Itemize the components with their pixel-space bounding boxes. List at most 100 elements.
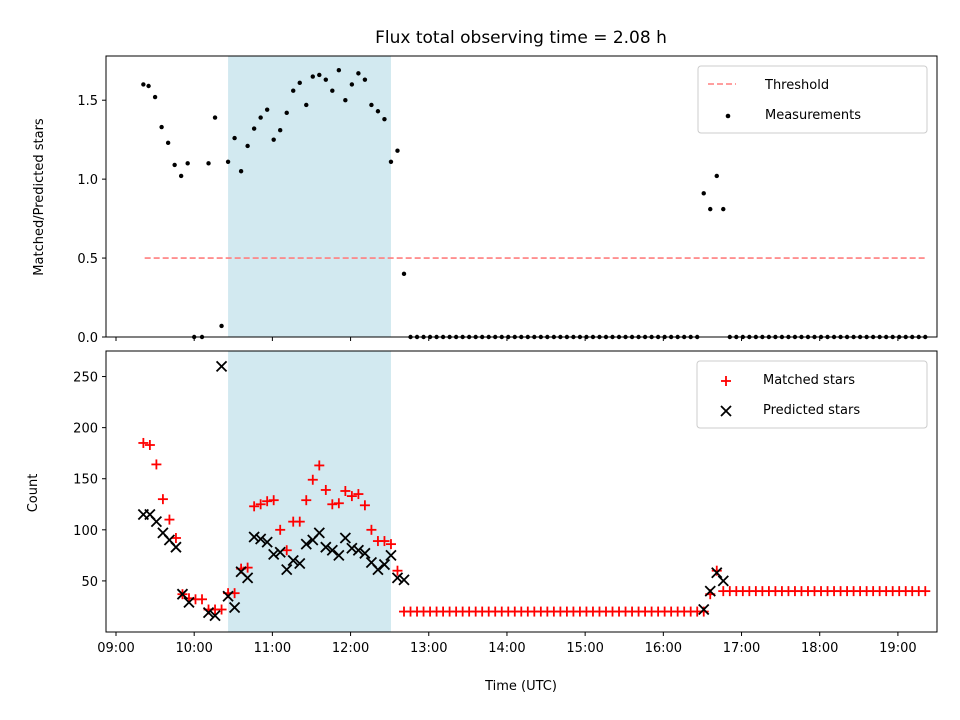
matched-star-point	[144, 440, 155, 451]
predicted-star-point	[222, 590, 234, 602]
predicted-star-point	[183, 596, 195, 609]
measurement-point	[362, 77, 368, 82]
measurement-point	[264, 107, 270, 112]
bottom-x-tick-label: 16:00	[645, 641, 682, 656]
measurement-point	[165, 140, 171, 146]
top-y-axis-label: Matched/Predicted stars	[32, 118, 47, 276]
matched-star-point	[301, 495, 312, 506]
predicted-star-point	[359, 547, 371, 559]
matched-star-point	[138, 437, 149, 448]
chart-title: Flux total observing time = 2.08 h	[375, 28, 667, 48]
top-y-ticks: 0.0 0.5 1.0 1.5	[77, 94, 106, 346]
predicted-star-point	[281, 564, 293, 576]
matched-star-point	[320, 484, 331, 495]
measurement-point	[714, 173, 719, 179]
predicted-star-point	[372, 564, 384, 576]
predicted-star-point	[228, 601, 241, 614]
matched-legend-label: Matched stars	[763, 373, 855, 388]
predicted-star-point	[333, 549, 345, 562]
matched-star-point	[157, 494, 168, 505]
matched-star-point	[366, 524, 377, 535]
measurement-point	[206, 161, 211, 166]
measurement-point	[369, 102, 374, 108]
predicted-star-point	[300, 538, 312, 550]
matched-star-point	[294, 516, 305, 527]
measurement-point	[721, 206, 726, 212]
predicted-star-point	[287, 554, 299, 567]
predicted-star-point	[385, 549, 397, 562]
bottom-x-tick-label: 09:00	[97, 641, 134, 656]
predicted-star-point	[241, 572, 254, 584]
measurement-point	[388, 159, 394, 164]
measurement-point	[278, 127, 283, 133]
bottom-series-group	[137, 360, 931, 622]
bottom-x-tick-label: 12:00	[332, 641, 369, 656]
matched-star-point	[379, 536, 390, 547]
predicted-legend-swatch	[720, 405, 732, 417]
predicted-star-point	[209, 610, 221, 622]
matched-star-point	[151, 459, 162, 470]
predicted-star-point	[294, 557, 306, 570]
bottom-y-tick-label: 200	[73, 422, 98, 437]
predicted-star-point	[326, 544, 338, 556]
top-x-ticks	[115, 337, 899, 341]
bottom-panel: 50 100 150 200 250 09:00 10:00 11:00 12:00 13:00…	[26, 350, 938, 694]
measurement-point	[284, 110, 289, 116]
predicted-star-point	[698, 603, 710, 616]
matched-star-point	[392, 565, 403, 576]
predicted-star-point	[170, 541, 182, 553]
measurement-point	[152, 94, 158, 100]
predicted-star-point	[176, 588, 189, 600]
measurement-point	[304, 102, 309, 108]
matched-star-point	[711, 565, 722, 576]
measurement-point	[701, 191, 706, 196]
bottom-y-ticks: 50 100 150 200 250	[73, 371, 106, 590]
measurements-legend-label: Measurements	[765, 108, 861, 123]
measurement-point	[172, 162, 177, 168]
matched-star-point	[314, 460, 325, 471]
predicted-star-point	[313, 527, 325, 539]
top-series-group	[141, 68, 928, 340]
measurement-point	[336, 68, 342, 73]
bottom-x-tick-label: 17:00	[723, 641, 760, 656]
top-y-tick-label: 0.5	[77, 252, 98, 267]
matched-star-point	[333, 498, 344, 509]
measurement-point	[212, 115, 218, 120]
matched-star-point	[698, 606, 709, 617]
measurement-point	[146, 83, 151, 89]
matched-star-point	[262, 496, 273, 507]
matched-star-point	[353, 489, 364, 500]
matched-star-point	[275, 524, 286, 535]
top-legend-box	[697, 65, 928, 134]
measurement-point	[258, 115, 263, 120]
matched-legend-swatch	[721, 376, 731, 386]
measurement-point	[271, 137, 276, 142]
matched-star-point	[216, 604, 227, 615]
measurement-point	[232, 135, 237, 141]
predicted-star-point	[711, 567, 723, 579]
predicted-star-point	[261, 536, 273, 548]
top-legend: Threshold Measurements	[697, 65, 928, 134]
measurement-point	[245, 143, 250, 149]
matched-star-point	[385, 539, 396, 550]
measurement-point	[159, 124, 164, 130]
predicted-star-point	[398, 574, 410, 586]
bottom-y-tick-label: 150	[73, 473, 98, 488]
matched-star-point	[920, 586, 931, 597]
matched-star-point	[197, 594, 208, 605]
matched-star-point	[346, 491, 357, 502]
top-y-tick-label: 0.0	[77, 331, 98, 346]
measurement-point	[251, 126, 257, 131]
bottom-shaded-span	[228, 351, 391, 632]
measurement-point	[291, 88, 296, 93]
predicted-star-point	[352, 544, 365, 556]
bottom-x-tick-label: 18:00	[801, 641, 838, 656]
predicted-star-point	[202, 606, 215, 619]
predicted-star-point	[268, 548, 280, 560]
bottom-x-tick-label: 11:00	[254, 641, 291, 656]
measurement-point	[382, 116, 387, 122]
measurement-point	[343, 98, 348, 103]
measurement-point	[141, 82, 146, 87]
bottom-x-tick-label: 14:00	[488, 641, 525, 656]
bottom-x-tick-label: 15:00	[566, 641, 603, 656]
